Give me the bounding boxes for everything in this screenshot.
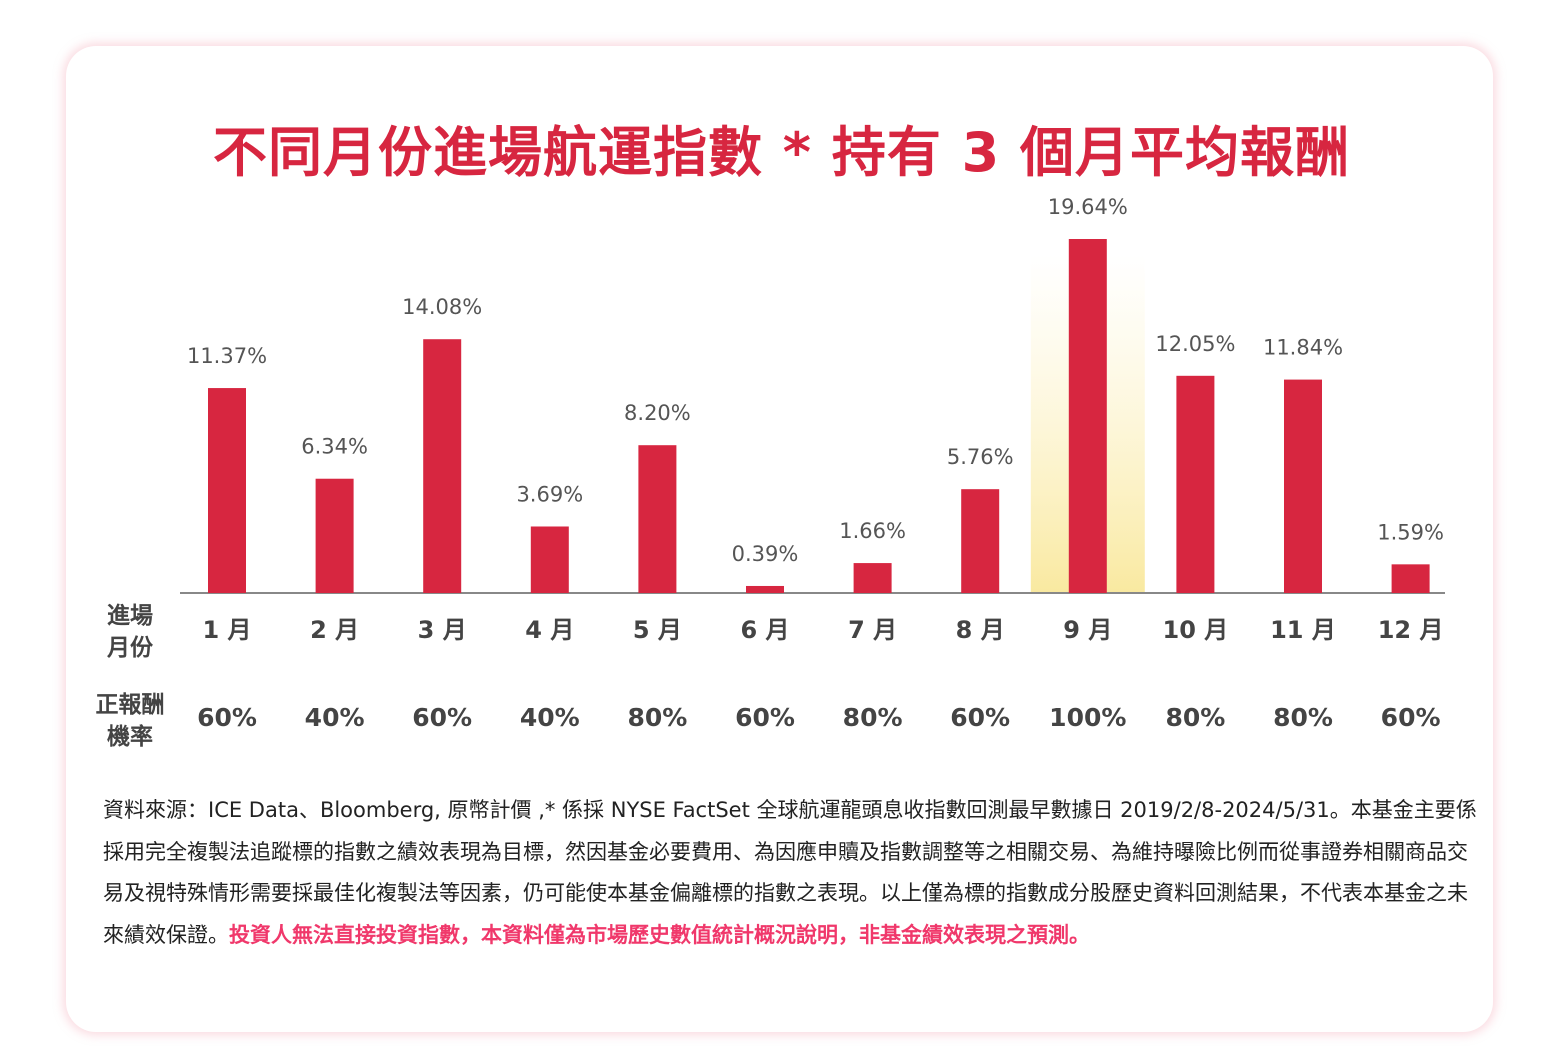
- bar: [746, 585, 784, 593]
- probability-value: 60%: [735, 703, 795, 732]
- data-label: 19.64%: [1048, 195, 1128, 219]
- bar: [208, 388, 246, 593]
- x-tick-label: 4 月: [525, 616, 574, 644]
- probability-value: 80%: [1273, 703, 1333, 732]
- disclaimer-note: 資料來源：ICE Data、Bloomberg, 原幣計價 ,* 係採 NYSE…: [103, 790, 1483, 956]
- x-tick-label: 11 月: [1270, 616, 1336, 644]
- bar: [423, 339, 462, 593]
- bar: [1391, 564, 1430, 593]
- bar: [1068, 239, 1107, 593]
- probability-value: 60%: [1381, 703, 1441, 732]
- x-tick-label: 10 月: [1163, 616, 1229, 644]
- probability-row-label: 正報酬 機率: [95, 692, 165, 750]
- month-row-label: 進場 月份: [107, 603, 153, 661]
- disclaimer-highlight: 投資人無法直接投資指數，本資料僅為市場歷史數值統計概況說明，非基金績效表現之預測…: [229, 922, 1090, 947]
- probability-value: 60%: [412, 703, 472, 732]
- bar: [530, 526, 569, 593]
- probability-value: 60%: [197, 703, 257, 732]
- x-tick-label: 5 月: [633, 616, 682, 644]
- x-tick-label: 12 月: [1378, 616, 1444, 644]
- x-tick-label: 3 月: [418, 616, 467, 644]
- data-label: 11.84%: [1263, 336, 1343, 360]
- data-label: 14.08%: [402, 295, 482, 319]
- probability-value: 100%: [1049, 703, 1126, 732]
- data-label: 12.05%: [1155, 332, 1235, 356]
- data-label: 3.69%: [516, 482, 583, 506]
- bar: [961, 489, 1000, 593]
- x-tick-label: 2 月: [310, 616, 359, 644]
- probability-value: 60%: [950, 703, 1010, 732]
- chart-card: [66, 46, 1493, 1032]
- probability-value: 40%: [305, 703, 365, 732]
- x-tick-label: 8 月: [956, 616, 1005, 644]
- data-label: 1.66%: [839, 519, 906, 543]
- x-tick-label: 7 月: [848, 616, 897, 644]
- bar: [1284, 379, 1322, 593]
- data-label: 6.34%: [301, 435, 368, 459]
- data-label: 0.39%: [732, 542, 799, 566]
- x-tick-label: 1 月: [202, 616, 251, 644]
- probability-value: 40%: [520, 703, 580, 732]
- data-label: 1.59%: [1377, 520, 1444, 544]
- chart-title: 不同月份進場航運指數 * 持有 3 個月平均報酬: [212, 121, 1350, 184]
- data-label: 11.37%: [187, 344, 267, 368]
- probability-value: 80%: [1165, 703, 1225, 732]
- probability-value: 80%: [627, 703, 687, 732]
- bar: [315, 478, 354, 593]
- bar: [853, 563, 892, 593]
- x-tick-label: 9 月: [1063, 616, 1112, 644]
- bar: [1176, 375, 1215, 593]
- data-label: 5.76%: [947, 445, 1014, 469]
- x-tick-label: 6 月: [740, 616, 789, 644]
- disclaimer-text: 資料來源：ICE Data、Bloomberg, 原幣計價 ,* 係採 NYSE…: [103, 798, 1477, 947]
- bar: [638, 445, 677, 593]
- probability-value: 80%: [843, 703, 903, 732]
- data-label: 8.20%: [624, 401, 691, 425]
